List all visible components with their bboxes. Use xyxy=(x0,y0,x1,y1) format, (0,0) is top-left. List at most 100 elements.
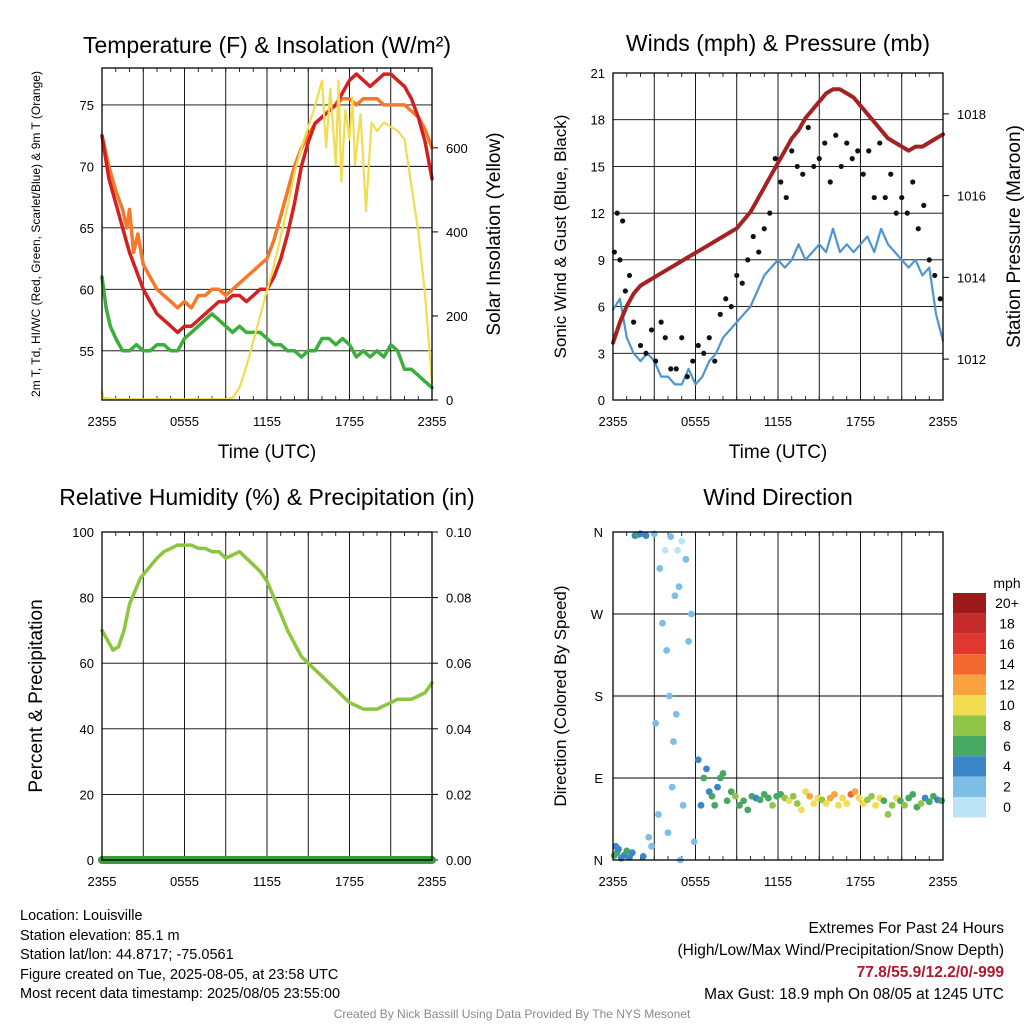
winds-gust-point xyxy=(756,249,762,255)
winds-gust-point xyxy=(794,163,800,170)
direction-point xyxy=(764,794,772,802)
direction-point xyxy=(671,592,679,600)
legend-title: mph xyxy=(993,575,1020,591)
winds-gust-point xyxy=(888,171,894,177)
temperature-ylabel-right: Solar Insolation (Yellow) xyxy=(484,132,505,335)
direction-point xyxy=(690,838,698,846)
winds-gust-point xyxy=(811,163,817,170)
winds-series-line-1 xyxy=(611,87,945,345)
direction-point xyxy=(642,532,650,540)
humidity-xtick-label: 2355 xyxy=(418,874,447,889)
humidity-chart xyxy=(98,531,438,864)
winds-xtick-label: 1155 xyxy=(764,414,792,429)
winds-gust-point xyxy=(833,132,839,138)
winds-gust-point xyxy=(761,226,767,232)
winds-gust-point xyxy=(637,342,644,349)
winds-chart xyxy=(611,72,949,401)
winds-gust-point xyxy=(838,163,844,170)
direction-point xyxy=(679,801,687,809)
direction-point xyxy=(700,774,708,782)
humidity-ytick-label: 20 xyxy=(80,787,94,802)
legend-swatch xyxy=(953,797,986,818)
direction-point xyxy=(664,829,672,837)
direction-ytick-label: S xyxy=(594,689,603,704)
direction-point xyxy=(888,801,896,809)
recent-data-text: Most recent data timestamp: 2025/08/05 2… xyxy=(20,986,341,1002)
direction-xtick-label: 1755 xyxy=(846,874,875,889)
winds-gust-point xyxy=(706,335,712,341)
winds-gust-point xyxy=(643,350,649,356)
winds-gust-point xyxy=(684,374,690,380)
legend-label: 12 xyxy=(999,677,1015,693)
legend-swatch xyxy=(953,695,986,716)
direction-point xyxy=(830,791,838,798)
winds-gust-point xyxy=(893,210,899,216)
direction-point xyxy=(703,765,710,773)
direction-point xyxy=(682,555,690,563)
winds-gust-point xyxy=(717,311,723,317)
winds-gust-point xyxy=(622,288,628,294)
temperature-ytick-right-label: 600 xyxy=(446,141,468,156)
direction-point xyxy=(896,797,904,805)
humidity-ytick-label: 60 xyxy=(80,656,94,671)
winds-gust-point xyxy=(844,140,850,146)
legend-label: 2 xyxy=(1003,779,1011,795)
winds-ytick-label: 18 xyxy=(591,113,605,128)
direction-point xyxy=(615,845,622,853)
winds-ylabel-right: Station Pressure (Maroon) xyxy=(1004,125,1024,348)
direction-point xyxy=(731,792,739,800)
legend-swatch xyxy=(953,654,986,675)
direction-point xyxy=(678,537,686,545)
winds-gust-point xyxy=(860,171,866,177)
winds-gust-point xyxy=(658,319,664,325)
direction-xtick-label: 1155 xyxy=(764,874,792,889)
direction-point xyxy=(925,798,933,806)
humidity-ytick-right-label: 0.00 xyxy=(446,853,471,868)
direction-point xyxy=(938,797,946,805)
direction-point xyxy=(880,797,888,805)
direction-ytick-label: E xyxy=(594,771,603,786)
legend-label: 16 xyxy=(999,636,1015,652)
winds-gust-point xyxy=(695,342,701,349)
direction-point xyxy=(623,847,631,855)
direction-point xyxy=(672,710,680,718)
winds-gust-point xyxy=(899,194,905,201)
temperature-xtick-label: 1755 xyxy=(335,414,364,429)
direction-point xyxy=(668,783,676,791)
direction-point xyxy=(917,800,925,807)
winds-gust-point xyxy=(871,194,877,201)
direction-point xyxy=(740,797,748,805)
winds-gust-point xyxy=(648,327,655,333)
winds-gust-point xyxy=(712,358,718,364)
winds-gust-point xyxy=(800,171,806,177)
humidity-frame xyxy=(101,531,433,861)
direction-point xyxy=(769,801,776,809)
winds-gust-point xyxy=(849,156,855,162)
winds-gust-point xyxy=(653,358,659,364)
legend-label: 8 xyxy=(1003,717,1011,733)
humidity-ytick-right-label: 0.08 xyxy=(446,591,471,606)
winds-gust-point xyxy=(926,257,932,263)
winds-gust-point xyxy=(932,272,938,279)
direction-point xyxy=(736,801,743,809)
direction-ytick-label: N xyxy=(594,853,603,868)
legend-label: 0 xyxy=(1003,799,1011,815)
direction-point xyxy=(872,801,880,809)
winds-gust-point xyxy=(668,366,674,372)
winds-gust-point xyxy=(877,140,883,146)
direction-title: Wind Direction xyxy=(703,484,853,510)
winds-gust-point xyxy=(921,202,927,208)
legend-swatch xyxy=(953,633,986,655)
temperature-frame xyxy=(101,67,433,401)
winds-gust-point xyxy=(617,257,623,263)
temperature-ytick-right-label: 200 xyxy=(446,309,468,324)
humidity-ytick-label: 40 xyxy=(80,722,94,737)
direction-point xyxy=(744,806,752,814)
temperature-series-line-3 xyxy=(100,79,434,401)
direction-xtick-label: 2355 xyxy=(599,874,628,889)
winds-gust-point xyxy=(734,272,740,279)
legend-label: 18 xyxy=(999,615,1015,631)
winds-gust-point xyxy=(701,350,707,356)
direction-point xyxy=(884,811,892,818)
winds-gust-point xyxy=(728,303,734,310)
